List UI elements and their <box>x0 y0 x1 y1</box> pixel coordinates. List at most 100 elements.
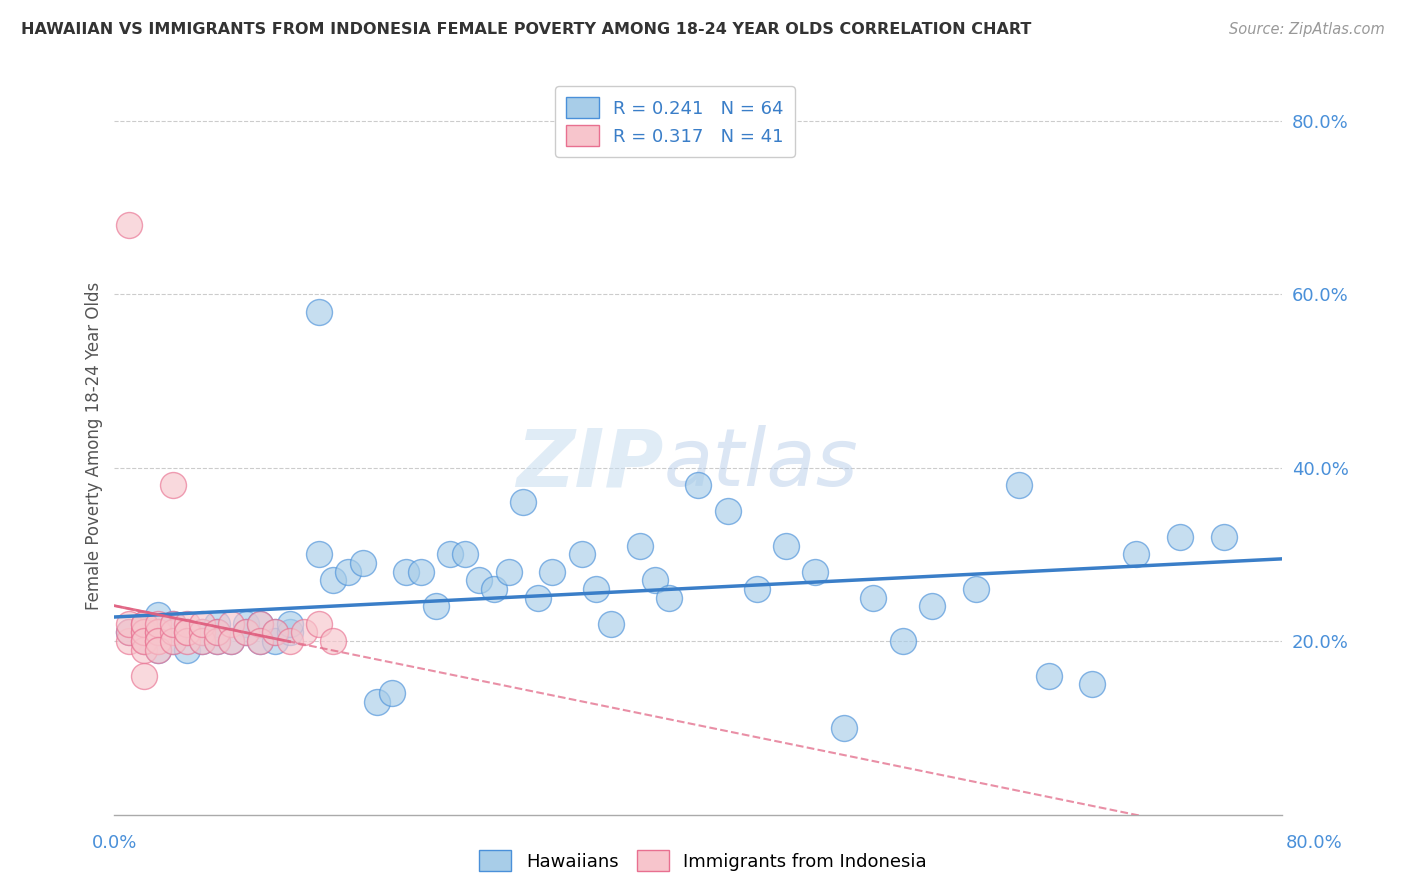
Point <box>249 616 271 631</box>
Point <box>644 574 666 588</box>
Point <box>249 616 271 631</box>
Point <box>512 495 534 509</box>
Point <box>148 608 170 623</box>
Text: 0.0%: 0.0% <box>91 834 136 852</box>
Point <box>482 582 505 596</box>
Point <box>249 634 271 648</box>
Point <box>148 634 170 648</box>
Point <box>205 634 228 648</box>
Point <box>366 695 388 709</box>
Point <box>249 634 271 648</box>
Text: ZIP: ZIP <box>516 425 664 503</box>
Point <box>278 634 301 648</box>
Point <box>1038 669 1060 683</box>
Point <box>832 721 855 735</box>
Text: Source: ZipAtlas.com: Source: ZipAtlas.com <box>1229 22 1385 37</box>
Point <box>235 625 257 640</box>
Point <box>804 565 827 579</box>
Point <box>132 634 155 648</box>
Point <box>219 634 242 648</box>
Point <box>1212 530 1234 544</box>
Point <box>965 582 987 596</box>
Point <box>191 625 214 640</box>
Point <box>148 634 170 648</box>
Point <box>628 539 651 553</box>
Point <box>278 625 301 640</box>
Point <box>162 616 184 631</box>
Point <box>118 616 141 631</box>
Legend: Hawaiians, Immigrants from Indonesia: Hawaiians, Immigrants from Indonesia <box>471 843 935 879</box>
Point <box>176 642 198 657</box>
Point <box>118 634 141 648</box>
Point <box>1008 478 1031 492</box>
Point <box>162 634 184 648</box>
Point <box>219 634 242 648</box>
Point <box>454 548 477 562</box>
Point <box>468 574 491 588</box>
Point <box>118 218 141 232</box>
Point <box>322 634 344 648</box>
Point <box>176 625 198 640</box>
Point <box>205 625 228 640</box>
Point <box>1125 548 1147 562</box>
Point <box>409 565 432 579</box>
Point <box>1081 677 1104 691</box>
Point <box>599 616 621 631</box>
Point <box>132 616 155 631</box>
Point <box>498 565 520 579</box>
Point <box>132 634 155 648</box>
Point <box>162 616 184 631</box>
Point <box>176 634 198 648</box>
Text: atlas: atlas <box>664 425 858 503</box>
Point <box>322 574 344 588</box>
Point <box>352 556 374 570</box>
Point <box>205 616 228 631</box>
Point <box>118 625 141 640</box>
Point <box>191 625 214 640</box>
Point <box>191 634 214 648</box>
Point <box>1168 530 1191 544</box>
Point <box>191 616 214 631</box>
Point <box>775 539 797 553</box>
Point <box>148 625 170 640</box>
Point <box>132 625 155 640</box>
Point <box>148 625 170 640</box>
Point <box>264 625 287 640</box>
Y-axis label: Female Poverty Among 18-24 Year Olds: Female Poverty Among 18-24 Year Olds <box>86 282 103 610</box>
Point <box>132 616 155 631</box>
Point <box>716 504 738 518</box>
Point <box>891 634 914 648</box>
Point <box>148 616 170 631</box>
Point <box>162 478 184 492</box>
Point <box>264 634 287 648</box>
Point <box>205 634 228 648</box>
Point <box>292 625 315 640</box>
Point <box>395 565 418 579</box>
Point <box>162 634 184 648</box>
Point <box>132 669 155 683</box>
Point <box>278 616 301 631</box>
Point <box>176 616 198 631</box>
Point <box>205 625 228 640</box>
Point <box>336 565 359 579</box>
Point <box>658 591 681 605</box>
Point <box>264 625 287 640</box>
Point <box>132 616 155 631</box>
Text: HAWAIIAN VS IMMIGRANTS FROM INDONESIA FEMALE POVERTY AMONG 18-24 YEAR OLDS CORRE: HAWAIIAN VS IMMIGRANTS FROM INDONESIA FE… <box>21 22 1032 37</box>
Point <box>219 616 242 631</box>
Point <box>162 625 184 640</box>
Text: 80.0%: 80.0% <box>1286 834 1343 852</box>
Point <box>235 616 257 631</box>
Point <box>439 548 461 562</box>
Point <box>308 304 330 318</box>
Point <box>745 582 768 596</box>
Point <box>921 599 943 614</box>
Point <box>571 548 593 562</box>
Point <box>585 582 607 596</box>
Point <box>308 616 330 631</box>
Point <box>148 642 170 657</box>
Point <box>148 642 170 657</box>
Point <box>132 642 155 657</box>
Point <box>235 625 257 640</box>
Point <box>191 634 214 648</box>
